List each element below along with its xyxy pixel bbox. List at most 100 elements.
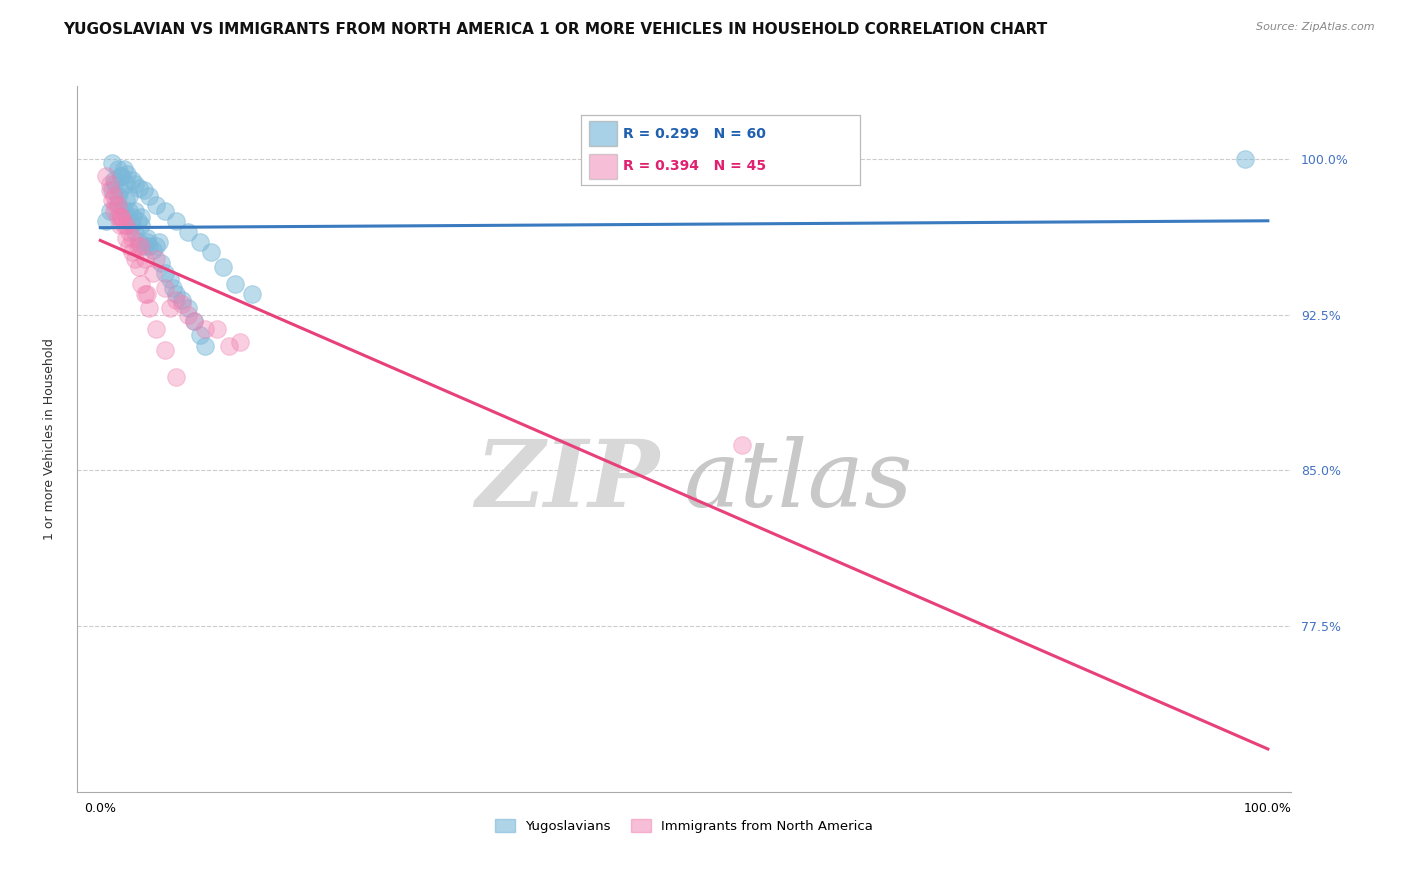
- Point: [170, 293, 193, 307]
- Point: [128, 260, 150, 274]
- Point: [103, 189, 125, 203]
- Point: [153, 343, 176, 357]
- Point: [129, 210, 152, 224]
- Legend: Yugoslavians, Immigrants from North America: Yugoslavians, Immigrants from North Amer…: [489, 814, 879, 838]
- Point: [165, 293, 187, 307]
- Point: [115, 177, 138, 191]
- Point: [101, 183, 124, 197]
- Point: [148, 235, 170, 249]
- Point: [138, 239, 160, 253]
- Point: [134, 252, 156, 266]
- Point: [145, 239, 167, 253]
- Point: [110, 169, 132, 183]
- Point: [104, 197, 127, 211]
- Point: [115, 167, 138, 181]
- Point: [177, 225, 200, 239]
- Point: [103, 173, 125, 187]
- Point: [212, 260, 235, 274]
- Text: atlas: atlas: [685, 436, 914, 526]
- Point: [112, 219, 135, 233]
- Point: [118, 189, 141, 203]
- Point: [112, 203, 135, 218]
- Point: [124, 203, 146, 218]
- Text: YUGOSLAVIAN VS IMMIGRANTS FROM NORTH AMERICA 1 OR MORE VEHICLES IN HOUSEHOLD COR: YUGOSLAVIAN VS IMMIGRANTS FROM NORTH AME…: [63, 22, 1047, 37]
- Point: [110, 169, 132, 183]
- Point: [98, 177, 121, 191]
- Point: [121, 219, 143, 233]
- Point: [194, 322, 217, 336]
- Point: [115, 219, 138, 233]
- Point: [183, 314, 205, 328]
- Point: [134, 286, 156, 301]
- Point: [194, 339, 217, 353]
- Point: [118, 203, 141, 218]
- Point: [188, 235, 211, 249]
- Point: [177, 308, 200, 322]
- Point: [124, 225, 146, 239]
- Point: [107, 162, 129, 177]
- Point: [115, 194, 138, 208]
- Point: [98, 203, 121, 218]
- Point: [145, 252, 167, 266]
- Point: [153, 266, 176, 280]
- Point: [108, 219, 131, 233]
- Point: [115, 231, 138, 245]
- Y-axis label: 1 or more Vehicles in Household: 1 or more Vehicles in Household: [44, 338, 56, 540]
- Point: [142, 266, 165, 280]
- Point: [153, 280, 176, 294]
- Point: [138, 301, 160, 316]
- Point: [205, 322, 228, 336]
- Point: [145, 197, 167, 211]
- Point: [159, 301, 181, 316]
- Point: [218, 339, 240, 353]
- Point: [103, 203, 125, 218]
- Point: [129, 219, 152, 233]
- Point: [107, 210, 129, 224]
- Point: [98, 183, 121, 197]
- Point: [118, 225, 141, 239]
- Point: [121, 231, 143, 245]
- Point: [1233, 152, 1256, 166]
- Point: [110, 210, 132, 224]
- Point: [94, 214, 117, 228]
- Point: [153, 203, 176, 218]
- Point: [229, 334, 252, 349]
- Point: [127, 214, 149, 228]
- Point: [240, 286, 263, 301]
- Point: [129, 277, 152, 291]
- Point: [118, 239, 141, 253]
- Point: [101, 194, 124, 208]
- Point: [124, 177, 146, 191]
- Point: [110, 210, 132, 224]
- Point: [122, 210, 145, 224]
- Point: [110, 210, 132, 224]
- Text: Source: ZipAtlas.com: Source: ZipAtlas.com: [1257, 22, 1375, 32]
- Point: [165, 214, 187, 228]
- Point: [129, 239, 152, 253]
- Point: [121, 245, 143, 260]
- Point: [128, 235, 150, 249]
- Point: [138, 189, 160, 203]
- Text: ZIP: ZIP: [475, 436, 659, 526]
- Point: [177, 301, 200, 316]
- Point: [121, 173, 143, 187]
- Point: [731, 438, 754, 452]
- Point: [128, 181, 150, 195]
- Point: [136, 235, 159, 249]
- Point: [224, 277, 246, 291]
- Point: [134, 239, 156, 253]
- Point: [104, 177, 127, 191]
- Point: [112, 162, 135, 177]
- Point: [108, 183, 131, 197]
- Point: [101, 156, 124, 170]
- Point: [188, 328, 211, 343]
- Point: [142, 244, 165, 258]
- Point: [150, 256, 173, 270]
- Point: [159, 272, 181, 286]
- Point: [107, 189, 129, 203]
- Point: [183, 314, 205, 328]
- Point: [162, 280, 184, 294]
- Point: [200, 245, 222, 260]
- Point: [107, 197, 129, 211]
- Point: [136, 231, 159, 245]
